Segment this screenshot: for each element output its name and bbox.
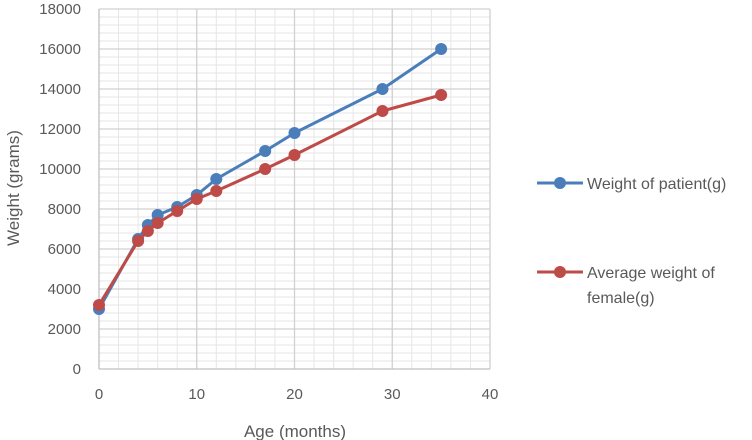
data-point bbox=[171, 205, 184, 217]
y-tick-label: 16000 bbox=[39, 41, 81, 58]
x-axis-title: Age (months) bbox=[244, 422, 346, 440]
data-point bbox=[288, 149, 301, 161]
data-point bbox=[259, 145, 272, 157]
y-tick-label: 10000 bbox=[39, 161, 81, 178]
data-point bbox=[435, 89, 448, 101]
data-point bbox=[288, 127, 301, 139]
legend-label: Weight of patient(g) bbox=[587, 176, 726, 193]
y-tick-label: 6000 bbox=[48, 241, 81, 258]
y-tick-labels: 0 2000 4000 6000 8000 10000 12000 14000 16000 180… bbox=[39, 1, 81, 378]
data-point bbox=[435, 43, 448, 55]
major-gridlines bbox=[99, 8, 491, 369]
series-line bbox=[97, 47, 442, 310]
data-point bbox=[376, 105, 389, 117]
data-point bbox=[151, 217, 164, 229]
data-point bbox=[259, 163, 272, 175]
y-tick-label: 2000 bbox=[48, 321, 81, 338]
legend-item-1: Weight of patient(g) bbox=[537, 176, 726, 193]
x-tick-label: 10 bbox=[188, 386, 205, 403]
legend: Weight of patient(g) Average weight of fem… bbox=[537, 176, 726, 307]
legend-label: Average weight of bbox=[587, 265, 715, 282]
y-tick-label: 4000 bbox=[48, 281, 81, 298]
y-tick-label: 8000 bbox=[48, 201, 81, 218]
y-tick-label: 0 bbox=[73, 361, 81, 378]
legend-marker bbox=[554, 266, 566, 278]
data-point bbox=[376, 83, 389, 95]
y-tick-label: 12000 bbox=[39, 121, 81, 138]
legend-label: female(g) bbox=[587, 290, 655, 307]
data-point bbox=[190, 193, 203, 205]
y-axis-title: Weight (grams) bbox=[4, 130, 23, 246]
series-layer bbox=[93, 43, 448, 315]
x-tick-label: 20 bbox=[286, 386, 303, 403]
y-tick-label: 14000 bbox=[39, 81, 81, 98]
data-point bbox=[141, 225, 154, 237]
x-tick-label: 0 bbox=[95, 386, 103, 403]
series-1 bbox=[93, 43, 448, 315]
x-tick-labels: 0 10 20 30 40 bbox=[95, 386, 499, 403]
series-2 bbox=[93, 89, 448, 311]
data-point bbox=[132, 235, 145, 247]
data-point bbox=[210, 173, 223, 185]
x-tick-label: 40 bbox=[482, 386, 499, 403]
data-point bbox=[210, 185, 223, 197]
legend-item-2: Average weight of female(g) bbox=[537, 265, 715, 307]
legend-marker bbox=[554, 177, 566, 189]
x-tick-label: 30 bbox=[384, 386, 401, 403]
y-tick-label: 18000 bbox=[39, 1, 81, 18]
data-point bbox=[93, 299, 105, 311]
